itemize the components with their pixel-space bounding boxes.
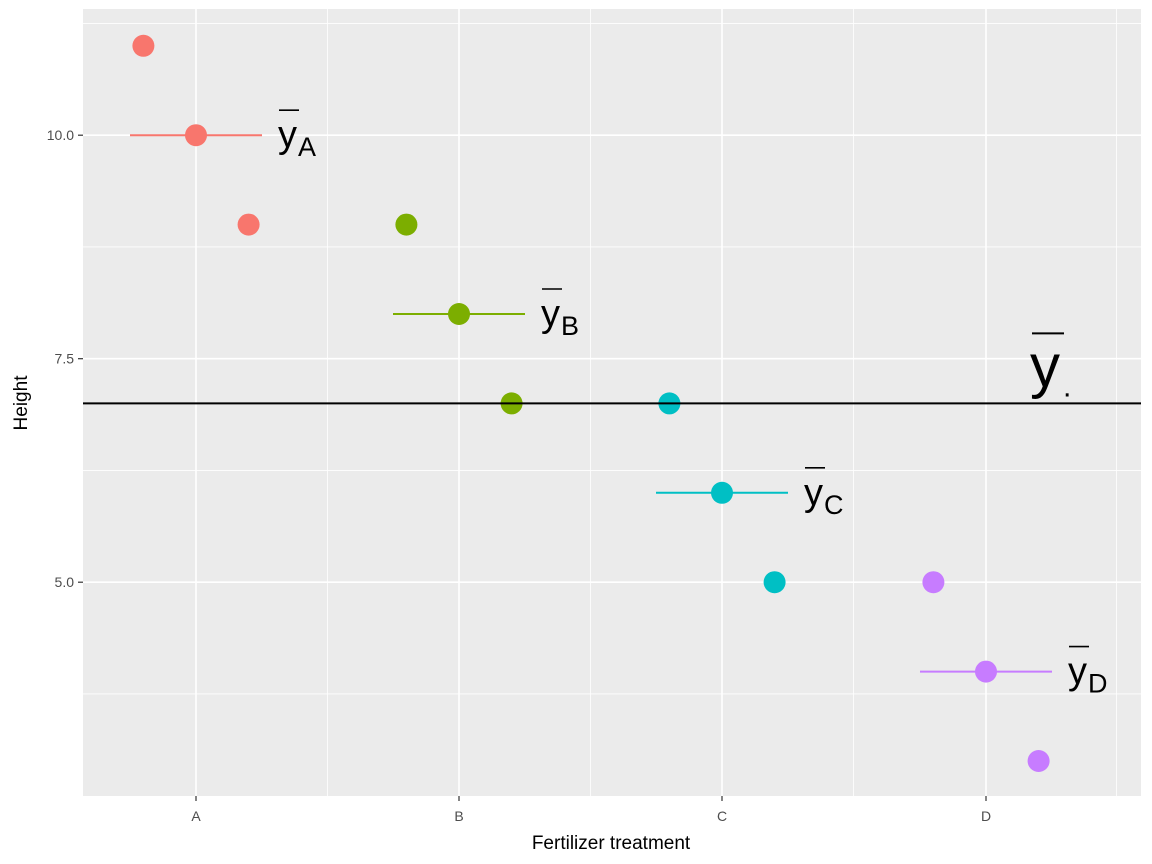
- x-axis: A B C D: [191, 796, 991, 824]
- mean-label-d: y: [1068, 651, 1087, 693]
- mean-label-b: y: [541, 293, 560, 335]
- y-axis-title: Height: [11, 375, 32, 431]
- x-tick-label: D: [981, 808, 991, 824]
- group-mean-labels: y Ay By Cy D: [278, 109, 1108, 699]
- data-point-b: [395, 213, 418, 236]
- data-point-c: [763, 571, 786, 594]
- data-point-a: [237, 213, 260, 236]
- y-tick-label: 5.0: [55, 574, 75, 590]
- mean-label-c: y: [804, 472, 823, 514]
- data-point-a: [132, 34, 155, 57]
- data-point-d: [922, 571, 945, 594]
- data-point-c: [711, 481, 733, 504]
- x-axis-title: Fertilizer treatment: [532, 833, 691, 854]
- x-tick-label: A: [191, 808, 201, 824]
- grand-mean: y.: [83, 332, 1141, 405]
- grand-mean-label-sub: .: [1063, 370, 1071, 403]
- mean-label-sub-d: D: [1088, 669, 1108, 699]
- mean-label-sub-c: C: [824, 490, 844, 520]
- y-tick-label: 7.5: [55, 351, 75, 367]
- mean-label-sub-b: B: [561, 311, 579, 341]
- x-tick-label: C: [717, 808, 727, 824]
- data-point-b: [448, 303, 470, 325]
- data-point-d: [1027, 750, 1050, 772]
- grand-mean-label: y: [1030, 332, 1060, 399]
- data-point-a: [185, 124, 207, 147]
- x-tick-label: B: [454, 808, 463, 824]
- mean-label-sub-a: A: [298, 132, 316, 162]
- y-axis: 5.0 7.5 10.0: [47, 127, 83, 590]
- data-point-d: [975, 660, 997, 683]
- mean-label-a: y: [278, 114, 297, 156]
- y-tick-label: 10.0: [47, 127, 74, 143]
